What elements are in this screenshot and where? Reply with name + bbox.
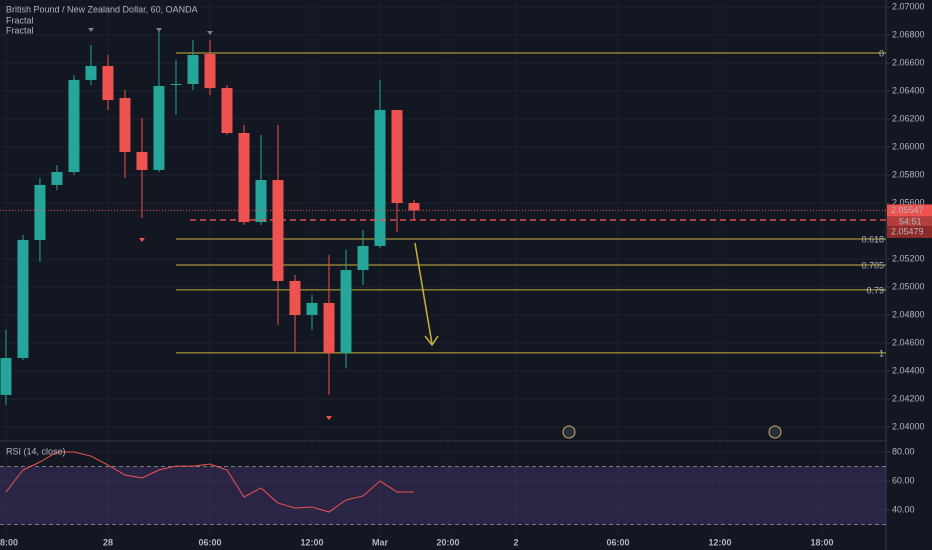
countdown-label: 54:51: [899, 216, 922, 226]
x-tick-label: 12:00: [709, 537, 732, 547]
candle-body: [374, 110, 386, 246]
y-tick-label: 2.04000: [892, 421, 925, 431]
x-tick-label: 2: [514, 537, 519, 547]
event-icon[interactable]: [768, 425, 782, 439]
candle-body: [204, 54, 216, 89]
x-tick-label: 28: [103, 537, 113, 547]
candle-body: [255, 180, 267, 223]
y-tick-label: 2.07000: [892, 1, 925, 11]
candle-body: [119, 97, 131, 153]
fractal-marker: [88, 28, 94, 32]
candle-body: [340, 270, 352, 353]
candle-body: [85, 65, 97, 80]
y-tick-label: 2.05600: [892, 197, 925, 207]
candle-body: [272, 180, 284, 281]
fib-label: 0.79: [866, 285, 884, 295]
x-tick-label: Mar: [372, 537, 389, 547]
x-tick-label: 18:00: [811, 537, 834, 547]
candle-body: [238, 132, 250, 223]
candle-body: [289, 280, 301, 315]
candle-body: [153, 85, 165, 170]
line-price-label: 2.05479: [891, 226, 924, 236]
rsi-line: [5, 451, 415, 513]
x-tick-label: 06:00: [198, 537, 221, 547]
candle-body: [391, 110, 403, 203]
fib-label: 1: [879, 348, 884, 358]
fib-label: 0: [879, 48, 884, 58]
rsi-band: [0, 466, 886, 525]
price-box: [887, 225, 932, 238]
y-tick-label: 60.00: [892, 475, 915, 485]
candle-body: [17, 239, 29, 358]
candle-body: [323, 302, 335, 353]
y-tick-label: 2.05800: [892, 169, 925, 179]
plot-layer: 0 0.618 0.705 0.79 1: [0, 0, 886, 538]
candle-body: [187, 55, 199, 84]
y-tick-label: 2.06400: [892, 85, 925, 95]
candle-body: [408, 202, 420, 211]
candle-body: [170, 83, 182, 85]
fractal-marker: [207, 31, 213, 35]
last-price-label: 2.05547: [891, 205, 924, 215]
chart-title: British Pound / New Zealand Dollar, 60, …: [6, 4, 198, 14]
indicator-label: Fractal: [6, 15, 34, 25]
fractal-marker: [156, 28, 162, 32]
event-icon[interactable]: [562, 425, 576, 439]
y-tick-label: 2.04800: [892, 309, 925, 319]
candle-body: [221, 88, 233, 133]
y-tick-label: 2.06800: [892, 29, 925, 39]
fib-label: 0.705: [861, 260, 884, 270]
y-tick-label: 2.05000: [892, 281, 925, 291]
candle-body: [136, 152, 148, 170]
arrow-head: [424, 335, 439, 347]
y-tick-label: 2.04400: [892, 365, 925, 375]
candle-body: [51, 172, 63, 185]
arrow: [414, 242, 433, 345]
candle-body: [34, 184, 46, 240]
candle-body: [102, 65, 114, 100]
y-tick-label: 2.06000: [892, 141, 925, 151]
y-tick-label: 40.00: [892, 504, 915, 514]
x-tick-label: 20:00: [437, 537, 460, 547]
fractal-marker: [139, 238, 145, 242]
y-tick-label: 80.00: [892, 446, 915, 456]
candle-body: [306, 302, 318, 315]
indicator-label: Fractal: [6, 25, 34, 35]
candle-body: [0, 357, 12, 395]
x-tick-label: 8:00: [0, 537, 18, 547]
price-box: [887, 204, 932, 217]
candle-body: [68, 79, 80, 173]
y-tick-label: 2.04200: [892, 393, 925, 403]
y-tick-label: 2.06200: [892, 113, 925, 123]
y-tick-label: 2.06600: [892, 57, 925, 67]
fractal-marker: [326, 416, 332, 420]
candle-body: [357, 245, 369, 271]
rsi-title: RSI (14, close): [6, 446, 66, 456]
y-tick-label: 2.05200: [892, 253, 925, 263]
x-tick-label: 12:00: [300, 537, 323, 547]
fib-label: 0.618: [861, 234, 884, 244]
y-tick-label: 2.04600: [892, 337, 925, 347]
x-tick-label: 06:00: [607, 537, 630, 547]
countdown-box: [887, 216, 932, 228]
